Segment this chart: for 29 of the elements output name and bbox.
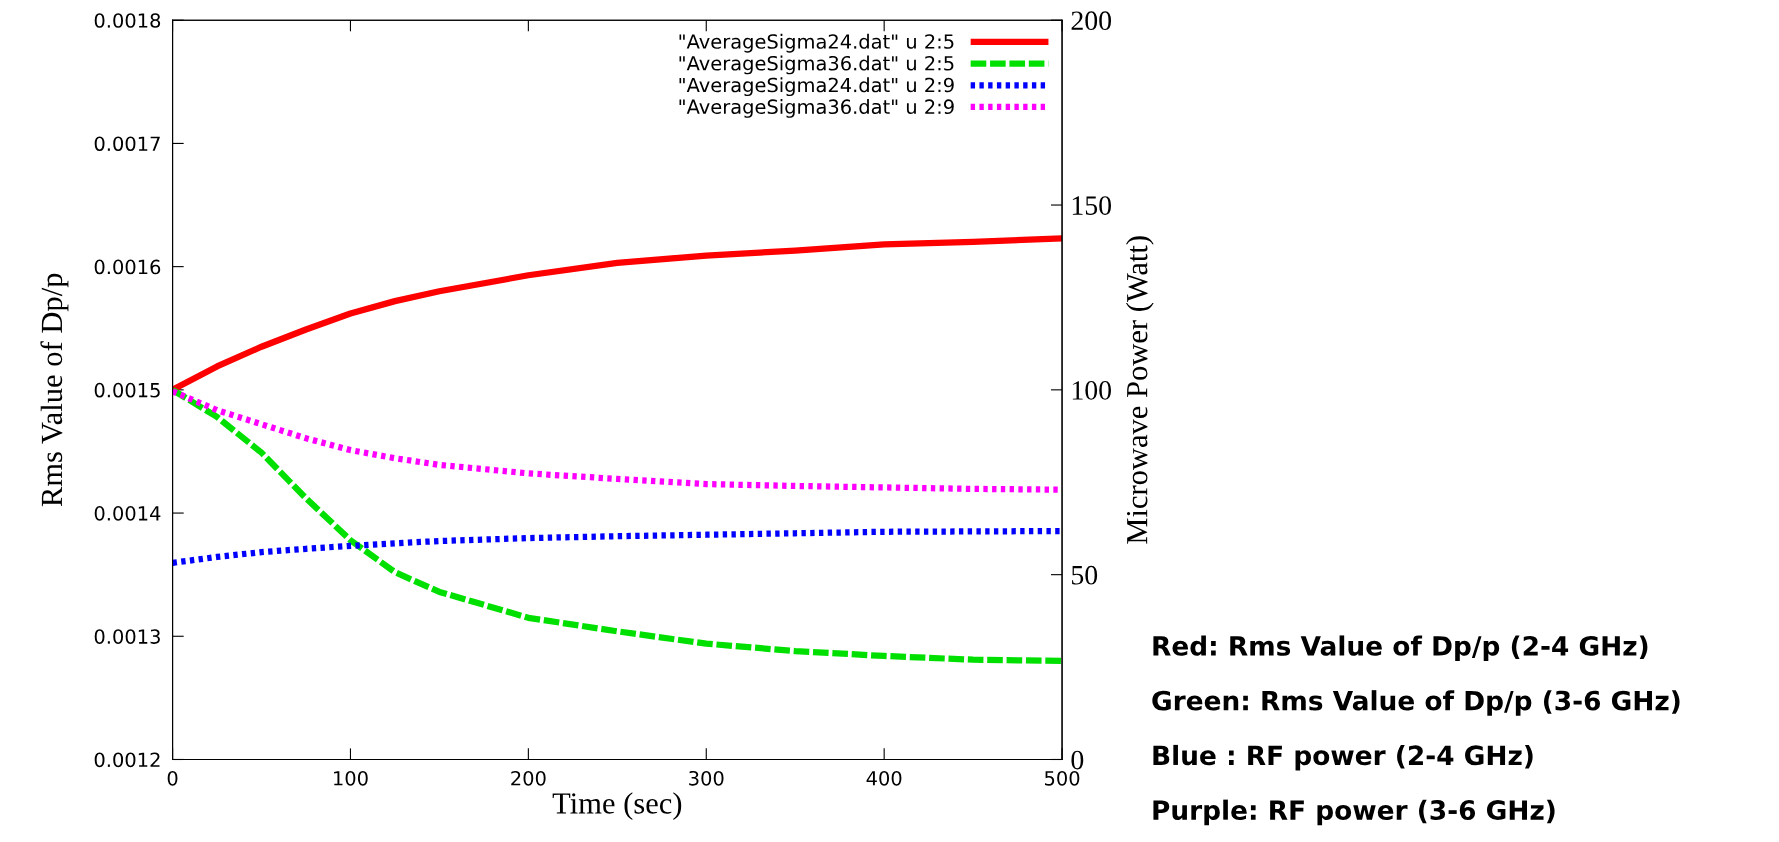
x-tick-label: 500	[1045, 770, 1080, 786]
y-tick-label: 0.0013	[94, 629, 160, 644]
y-tick-label: 0.0014	[94, 506, 161, 521]
x-tick-label: 400	[866, 770, 902, 786]
y2-tick-label: 100	[1072, 381, 1111, 400]
text: Green: Rms Value of Dp/p (3-6 GHz)	[1152, 690, 1680, 716]
legend-label: "AverageSigma36.dat" u 2:5	[679, 55, 954, 75]
text: Red: Rms Value of Dp/p (2-4 GHz)	[1153, 635, 1648, 661]
text: Blue : RF power (2-4 GHz)	[1153, 744, 1533, 771]
legend-label: "AverageSigma24.dat" u 2:5	[679, 33, 954, 53]
x-axis-title: Time (sec)	[552, 792, 682, 820]
y-tick-label: 0.0016	[94, 259, 161, 275]
legend-label: "AverageSigma36.dat" u 2:9	[679, 99, 954, 118]
y2-axis-title: Microwave Power (Watt)	[1125, 236, 1154, 544]
y-tick-label: 0.0017	[94, 136, 160, 152]
y2-tick-label: 150	[1072, 196, 1111, 215]
y-tick-label: 0.0018	[94, 13, 161, 28]
y-tick-label: 0.0012	[94, 752, 160, 768]
text: Purple: RF power (3-6 GHz)	[1153, 799, 1555, 826]
y-tick-label: 0.0015	[94, 382, 160, 398]
x-tick-label: 300	[689, 770, 724, 786]
x-tick-label: 0	[167, 770, 178, 786]
y2-tick-label: 50	[1072, 565, 1098, 585]
legend-label: "AverageSigma24.dat" u 2:9	[679, 77, 954, 97]
x-tick-label: 200	[511, 770, 546, 786]
y2-tick-label: 0	[1071, 750, 1084, 770]
y-axis-title: Rms Value of Dp/p	[40, 273, 69, 507]
y2-tick-label: 200	[1071, 11, 1111, 31]
x-tick-label: 100	[334, 770, 368, 786]
